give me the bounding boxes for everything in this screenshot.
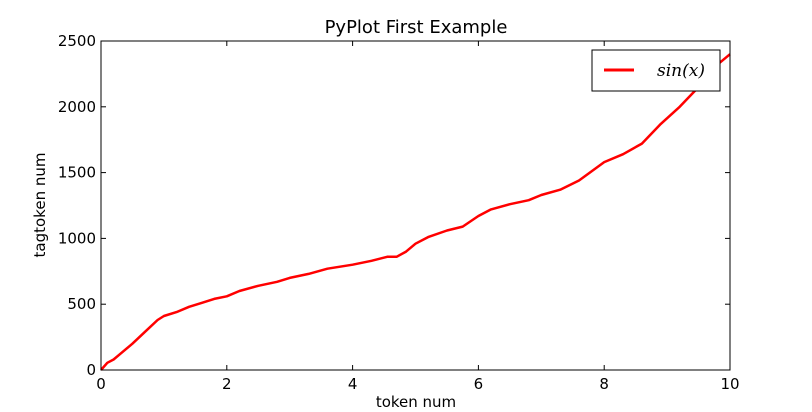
y-axis: 0 500 1000 1500 2000 2500 <box>58 32 730 379</box>
plot-frame <box>100 40 731 371</box>
x-tick-label: 4 <box>348 375 358 393</box>
x-axis-label: token num <box>376 393 456 411</box>
y-tick-label: 2000 <box>58 98 96 116</box>
y-tick-label: 1000 <box>58 229 96 247</box>
x-tick-label: 10 <box>720 375 739 393</box>
x-tick-label: 2 <box>222 375 232 393</box>
x-tick-label: 8 <box>599 375 609 393</box>
y-tick-label: 0 <box>86 361 96 379</box>
series-layer <box>100 53 731 371</box>
x-tick-label: 6 <box>474 375 484 393</box>
y-tick-label: 2500 <box>58 32 96 50</box>
y-tick-label: 500 <box>67 295 96 313</box>
y-tick-label: 1500 <box>58 164 96 182</box>
x-tick-label: 0 <box>96 375 106 393</box>
x-axis: 0 2 4 6 8 10 <box>96 41 740 393</box>
plot-area: 0 2 4 6 8 10 0 500 1000 1500 2000 2500 <box>58 32 740 393</box>
chart-title: PyPlot First Example <box>325 17 508 38</box>
series-line <box>100 53 731 371</box>
legend: sin(x) <box>591 49 721 92</box>
y-axis-label: tagtoken num <box>31 153 49 258</box>
legend-label: sin(x) <box>657 61 705 81</box>
